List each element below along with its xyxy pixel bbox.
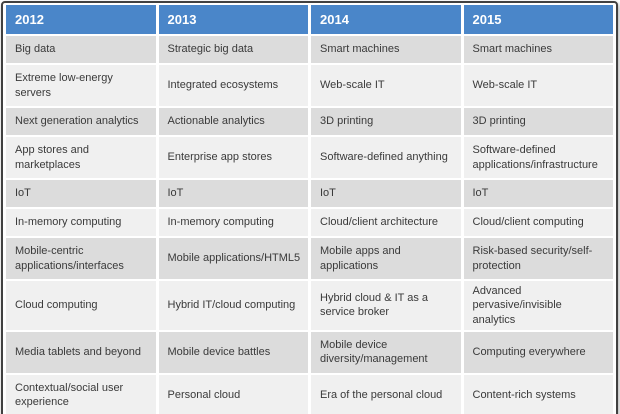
table-cell: Actionable analytics — [158, 108, 308, 135]
table-cell: Media tablets and beyond — [6, 331, 156, 373]
table-cell: Mobile applications/HTML5 — [158, 238, 308, 279]
table-cell: In-memory computing — [158, 209, 308, 236]
table-cell: Hybrid cloud & IT as a service broker — [311, 281, 461, 330]
table-cell: IoT — [463, 180, 613, 207]
table-cell: Strategic big data — [158, 36, 308, 63]
table-cell: Risk-based security/self-protection — [463, 238, 613, 279]
table-cell: Cloud/client architecture — [311, 209, 461, 236]
table-cell: Next generation analytics — [6, 108, 156, 135]
table-cell: IoT — [6, 180, 156, 207]
table-cell: Personal cloud — [158, 374, 308, 414]
table-cell: Software-defined applications/infrastruc… — [463, 137, 613, 178]
table-cell: Smart machines — [311, 36, 461, 63]
table-cell: Web-scale IT — [311, 65, 461, 106]
table-cell: Software-defined anything — [311, 137, 461, 178]
table-cell: Big data — [6, 36, 156, 63]
table-row: In-memory computing In-memory computing … — [6, 209, 613, 236]
table-cell: Computing everywhere — [463, 331, 613, 373]
table-cell: App stores and marketplaces — [6, 137, 156, 178]
table-cell: Hybrid IT/cloud computing — [158, 281, 308, 330]
table-cell: Integrated ecosystems — [158, 65, 308, 106]
table-cell: Mobile apps and applications — [311, 238, 461, 279]
table-cell: Smart machines — [463, 36, 613, 63]
table-cell: Cloud/client computing — [463, 209, 613, 236]
column-header-2013: 2013 — [158, 5, 308, 34]
table-cell: Web-scale IT — [463, 65, 613, 106]
table-cell: Cloud computing — [6, 281, 156, 330]
table-cell: Era of the personal cloud — [311, 374, 461, 414]
table-row: Contextual/social user experience Person… — [6, 374, 613, 414]
table-row: Extreme low-energy servers Integrated ec… — [6, 65, 613, 106]
table-cell: Enterprise app stores — [158, 137, 308, 178]
table-row: App stores and marketplaces Enterprise a… — [6, 137, 613, 178]
column-header-2015: 2015 — [463, 5, 613, 34]
table-cell: Extreme low-energy servers — [6, 65, 156, 106]
table-row: Media tablets and beyond Mobile device b… — [6, 331, 613, 373]
table-cell: In-memory computing — [6, 209, 156, 236]
table-cell: IoT — [158, 180, 308, 207]
table-cell: Mobile device diversity/management — [311, 331, 461, 373]
table-cell: Advanced pervasive/invisible analytics — [463, 281, 613, 330]
table-cell: Content-rich systems — [463, 374, 613, 414]
table-row: Next generation analytics Actionable ana… — [6, 108, 613, 135]
column-header-2014: 2014 — [311, 5, 461, 34]
header-row: 2012 2013 2014 2015 — [6, 5, 613, 34]
table-row: Cloud computing Hybrid IT/cloud computin… — [6, 281, 613, 330]
table-row: IoT IoT IoT IoT — [6, 180, 613, 207]
table-cell: Contextual/social user experience — [6, 374, 156, 414]
table-cell: 3D printing — [463, 108, 613, 135]
table-row: Mobile-centric applications/interfaces M… — [6, 238, 613, 279]
table-row: Big data Strategic big data Smart machin… — [6, 36, 613, 63]
table-cell: 3D printing — [311, 108, 461, 135]
table-cell: IoT — [311, 180, 461, 207]
column-header-2012: 2012 — [6, 5, 156, 34]
table-cell: Mobile-centric applications/interfaces — [6, 238, 156, 279]
table-cell: Mobile device battles — [158, 331, 308, 373]
